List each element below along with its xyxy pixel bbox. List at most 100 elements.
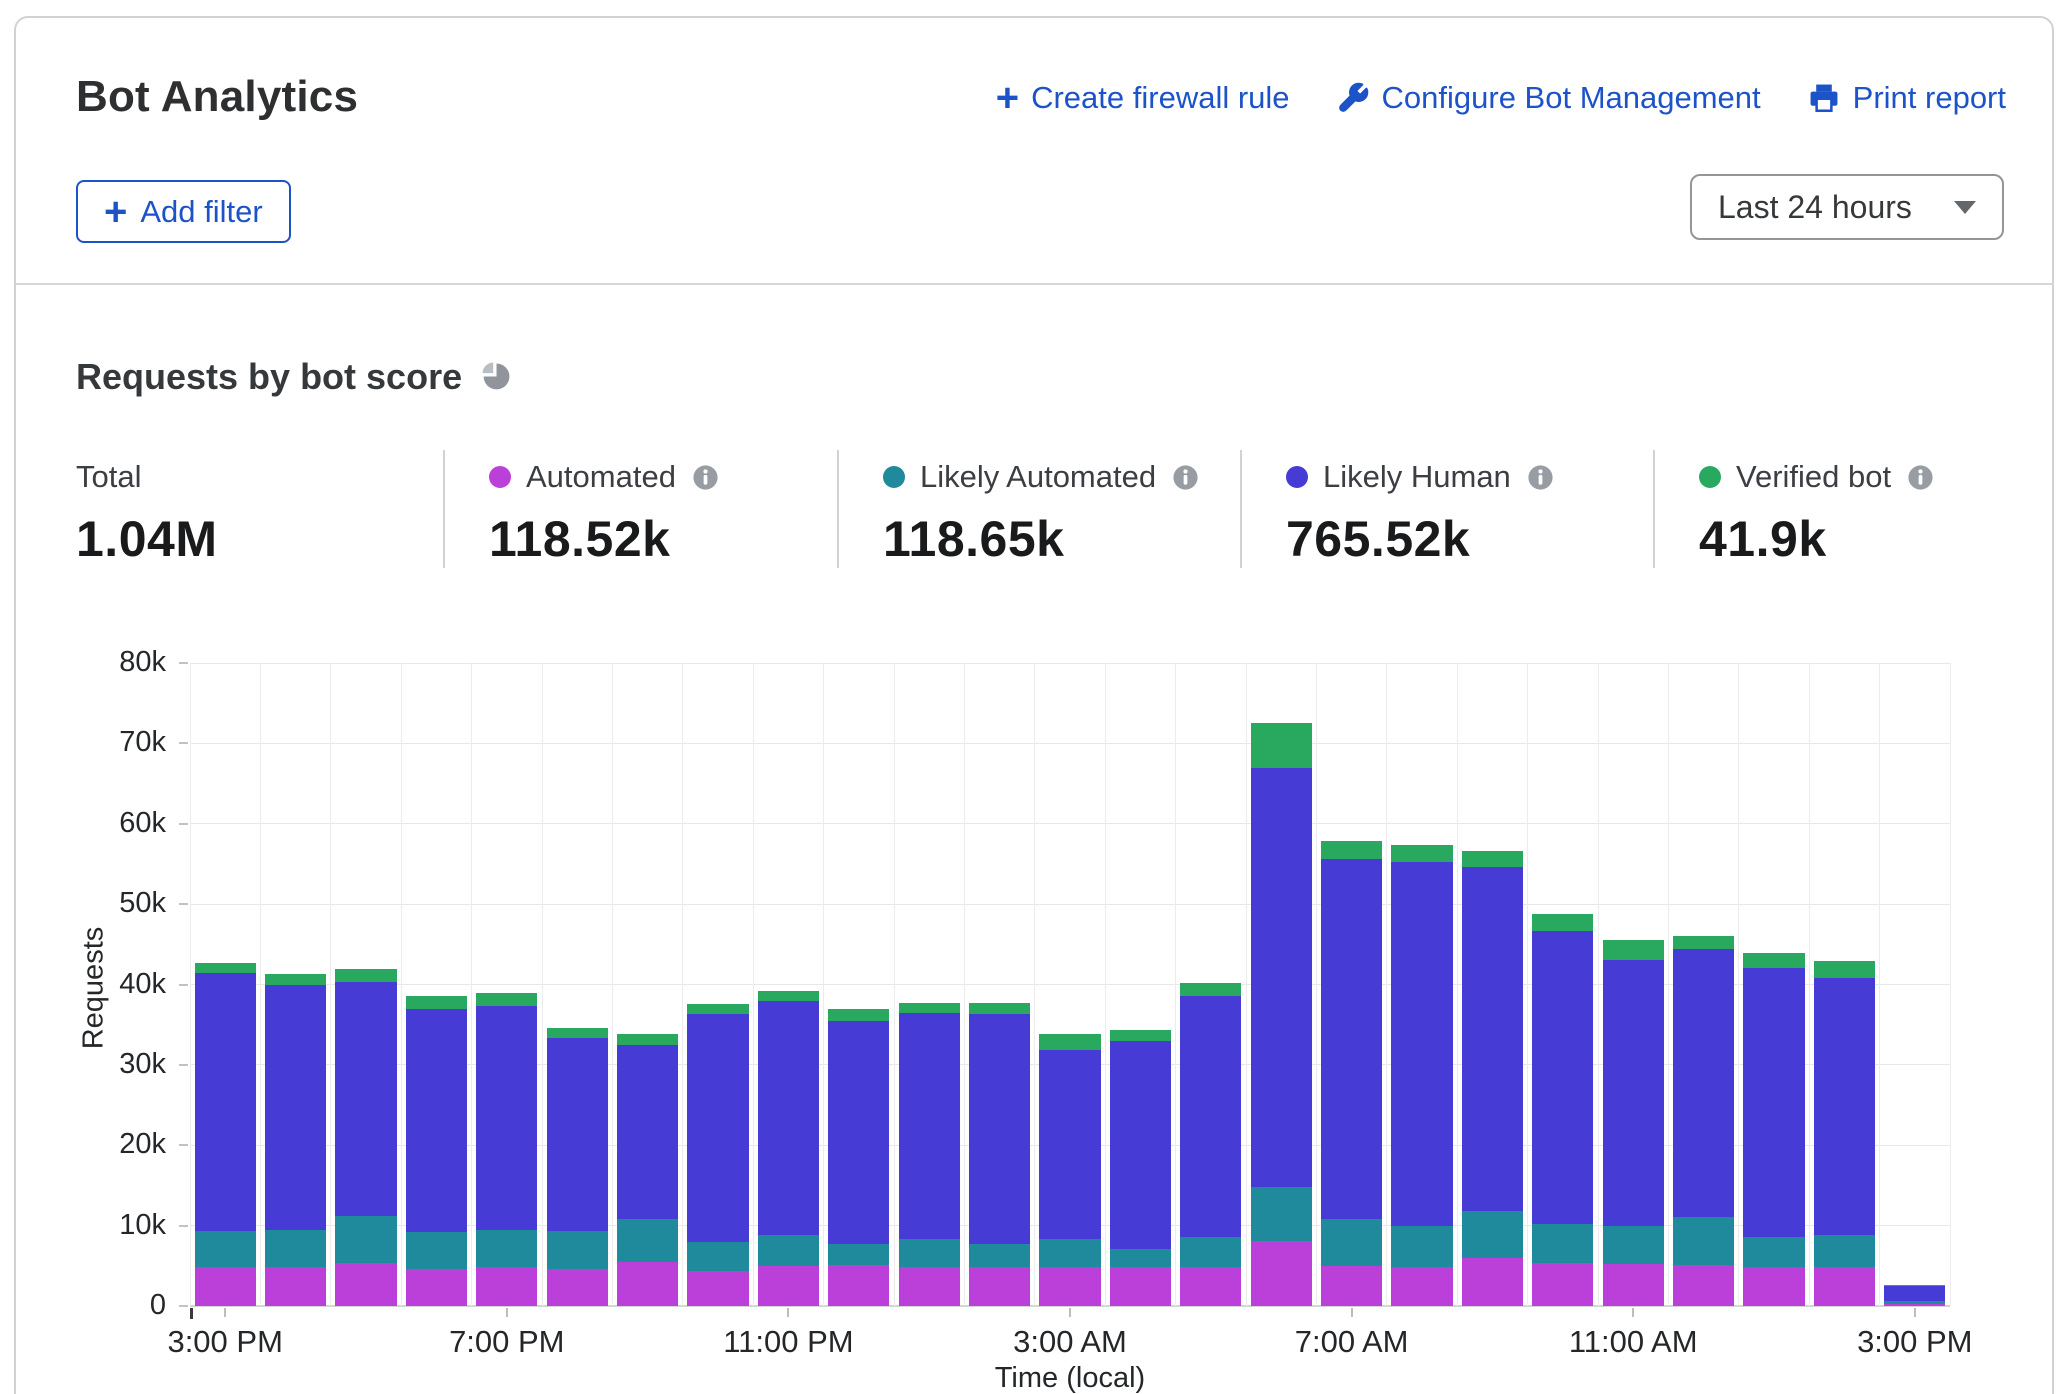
stat-automated-label: Automated [526, 459, 676, 494]
v-gridline-16 [1315, 663, 1317, 1306]
stat-likely-automated: Likely Automated 118.65k [837, 450, 1240, 568]
print-report-link[interactable]: Print report [1807, 80, 2006, 116]
bar-8:00 PM-Likely Automated [546, 1231, 608, 1270]
bar-7:00 AM-Verified bot [1320, 841, 1383, 860]
h-gridline-60k [190, 823, 1950, 825]
bar-12:00 AM-Likely Automated [828, 1244, 890, 1265]
bar-7:00 AM-Automated [1320, 1265, 1383, 1306]
bar-12:00 PM-Verified bot [1672, 936, 1735, 950]
bar-8:00 PM-Likely Human [546, 1038, 608, 1232]
bar-3:00 PM-Likely Automated [1884, 1301, 1946, 1304]
bar-12:00 AM-Verified bot [828, 1009, 890, 1021]
bar-8:00 PM-Automated [546, 1269, 608, 1306]
bar-2:00 PM-Automated [1813, 1266, 1876, 1306]
plus-icon: + [995, 76, 1020, 120]
bar-4:00 PM-Likely Human [264, 985, 327, 1231]
stat-likely-human: Likely Human 765.52k [1240, 450, 1653, 568]
create-firewall-rule-label: Create firewall rule [1031, 80, 1290, 115]
bar-5:00 PM-Automated [335, 1263, 397, 1306]
likely-automated-legend-dot [883, 466, 905, 488]
v-gridline-8 [752, 663, 754, 1306]
v-gridline-10 [893, 663, 895, 1306]
bar-3:00 AM-Likely Automated [1039, 1239, 1101, 1267]
configure-bot-management-link[interactable]: Configure Bot Management [1336, 80, 1761, 116]
bar-12:00 PM-Likely Automated [1672, 1216, 1735, 1265]
x-tick-24 [1913, 1308, 1916, 1317]
bar-2:00 AM-Likely Automated [968, 1244, 1031, 1268]
bar-8:00 AM-Likely Automated [1391, 1226, 1453, 1267]
x-axis-label-8: 11:00 PM [723, 1324, 854, 1359]
bar-3:00 AM-Verified bot [1039, 1034, 1101, 1050]
add-filter-label: Add filter [140, 193, 263, 229]
add-filter-button[interactable]: + Add filter [76, 180, 291, 243]
section-title: Requests by bot score [76, 356, 463, 397]
bar-1:00 AM-Likely Human [898, 1013, 960, 1240]
y-tick-50k [179, 903, 188, 906]
v-gridline-13 [1104, 663, 1106, 1306]
info-icon[interactable] [1171, 463, 1200, 492]
bar-9:00 PM-Likely Automated [616, 1219, 679, 1262]
bar-6:00 AM-Automated [1250, 1240, 1312, 1306]
x-tick-12 [1069, 1308, 1071, 1317]
y-tick-0 [179, 1305, 188, 1307]
x-tick-20 [1632, 1308, 1635, 1317]
v-gridline-24 [1879, 663, 1881, 1306]
plus-icon: + [104, 189, 128, 234]
v-gridline-9 [823, 663, 825, 1306]
y-axis-label-60k: 60k [119, 806, 166, 839]
bar-3:00 PM-Verified bot [1884, 1285, 1946, 1286]
info-icon[interactable] [691, 463, 720, 492]
bar-2:00 PM-Verified bot [1813, 961, 1876, 979]
v-gridline-7 [682, 663, 684, 1306]
bar-6:00 PM-Likely Human [405, 1008, 468, 1233]
bar-11:00 PM-Likely Human [757, 1000, 820, 1236]
bar-7:00 PM-Verified bot [476, 993, 538, 1007]
y-axis-label-20k: 20k [119, 1128, 166, 1161]
configure-bot-management-label: Configure Bot Management [1381, 80, 1761, 115]
bar-2:00 AM-Likely Human [968, 1014, 1031, 1245]
create-firewall-rule-link[interactable]: + Create firewall rule [995, 76, 1290, 120]
stat-likely-automated-label: Likely Automated [920, 459, 1157, 494]
y-axis-label-70k: 70k [119, 726, 166, 759]
bar-3:00 PM-Likely Automated [194, 1231, 256, 1268]
bar-1:00 AM-Likely Automated [898, 1239, 960, 1267]
v-gridline-21 [1667, 663, 1669, 1306]
bar-8:00 PM-Verified bot [546, 1027, 608, 1039]
bar-1:00 AM-Automated [898, 1266, 960, 1306]
bar-9:00 AM-Automated [1461, 1257, 1524, 1306]
info-icon[interactable] [1526, 463, 1555, 492]
v-gridline-5 [541, 663, 543, 1306]
bar-5:00 PM-Verified bot [335, 969, 397, 983]
bar-12:00 PM-Automated [1672, 1265, 1735, 1306]
h-gridline-40k [190, 984, 1950, 985]
pie-chart-icon [480, 362, 511, 393]
y-axis-title: Requests [77, 926, 110, 1050]
y-tick-20k [179, 1144, 188, 1147]
y-tick-10k [179, 1224, 188, 1227]
bar-2:00 PM-Likely Automated [1813, 1235, 1876, 1267]
bar-10:00 AM-Likely Human [1532, 931, 1594, 1224]
wrench-icon [1336, 81, 1370, 115]
y-tick-30k [179, 1063, 188, 1066]
bar-7:00 AM-Likely Automated [1320, 1219, 1383, 1266]
bar-12:00 AM-Automated [828, 1265, 890, 1306]
x-axis-label-4: 7:00 PM [449, 1324, 565, 1359]
bar-1:00 PM-Likely Automated [1743, 1236, 1805, 1268]
y-tick-40k [179, 983, 188, 986]
bar-3:00 PM-Verified bot [194, 962, 256, 974]
bar-10:00 AM-Likely Automated [1532, 1224, 1594, 1263]
bar-3:00 PM-Automated [194, 1267, 256, 1306]
bar-5:00 AM-Likely Automated [1180, 1236, 1242, 1267]
bar-5:00 PM-Likely Human [335, 982, 397, 1216]
y-axis-label-30k: 30k [119, 1047, 166, 1080]
bar-11:00 AM-Likely Automated [1602, 1225, 1664, 1265]
info-icon[interactable] [1906, 463, 1935, 492]
time-range-dropdown[interactable]: Last 24 hours [1690, 174, 2004, 240]
bar-9:00 AM-Likely Automated [1461, 1211, 1524, 1258]
x-axis-label-20: 11:00 AM [1568, 1324, 1698, 1359]
v-gridline-12 [1034, 663, 1036, 1306]
bar-7:00 PM-Automated [476, 1266, 538, 1306]
x-tick-4 [505, 1308, 508, 1317]
v-gridline-2 [330, 663, 332, 1306]
bar-11:00 AM-Likely Human [1602, 960, 1664, 1226]
